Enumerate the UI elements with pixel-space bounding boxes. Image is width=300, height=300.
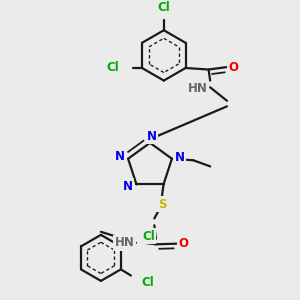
Text: N: N [146,130,157,142]
Text: Cl: Cl [142,276,154,289]
Text: S: S [158,198,166,211]
Text: N: N [175,151,184,164]
Text: O: O [229,61,239,74]
Text: Cl: Cl [142,230,155,243]
Text: Cl: Cl [106,61,119,74]
Text: N: N [123,179,133,193]
Text: Cl: Cl [158,2,170,14]
Text: O: O [178,237,188,250]
Text: HN: HN [188,82,208,95]
Text: HN: HN [115,236,134,249]
Text: N: N [115,150,124,163]
